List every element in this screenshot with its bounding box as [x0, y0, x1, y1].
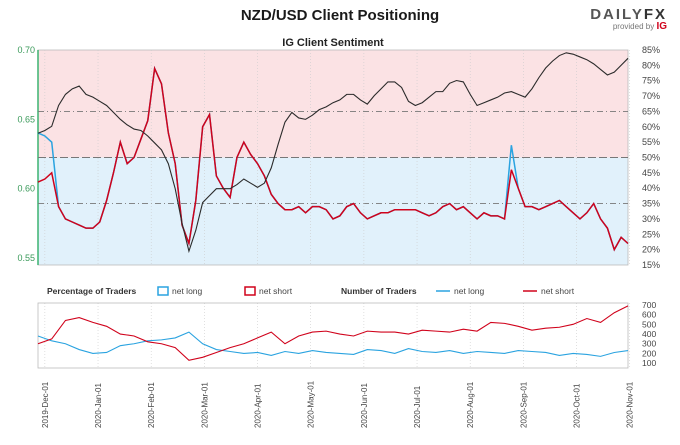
x-tick-label: 2020-Apr-01 — [254, 383, 263, 428]
x-tick-label: 2020-Jan-01 — [94, 383, 103, 428]
legend-num-short: net short — [541, 286, 575, 296]
bottom-right-tick-label: 200 — [642, 348, 656, 358]
legend-num-long: net long — [454, 286, 485, 296]
right-tick-label: 60% — [642, 122, 660, 132]
x-tick-label: 2020-Sep-01 — [519, 381, 528, 428]
provided-by-text: provided by — [612, 22, 655, 31]
x-tick-label: 2020-May-01 — [307, 380, 316, 428]
net-short-pct-line — [37, 65, 629, 252]
count-short-line — [37, 305, 629, 361]
provided-by: provided by IG — [575, 21, 667, 32]
dailyfx-logo: DAILYFX — [575, 6, 667, 23]
left-tick-label: 0.55 — [17, 253, 35, 263]
legend-pct-long-swatch — [157, 286, 169, 296]
long-zone-bg — [38, 157, 628, 265]
bottom-right-tick-label: 400 — [642, 329, 656, 339]
right-tick-label: 50% — [642, 153, 660, 163]
bottom-right-tick-label: 100 — [642, 358, 656, 368]
count-long-line — [37, 331, 629, 357]
left-tick-label: 0.70 — [17, 45, 35, 55]
x-tick-label: 2020-Jul-01 — [413, 385, 422, 428]
right-tick-label: 40% — [642, 183, 660, 193]
right-tick-label: 75% — [642, 76, 660, 86]
x-tick-label: 2020-Oct-01 — [573, 383, 582, 428]
logo-main-text: DAILY — [590, 6, 644, 23]
bottom-right-tick-label: 300 — [642, 339, 656, 349]
right-tick-label: 25% — [642, 229, 660, 239]
legend-pct-label: Percentage of Traders — [47, 286, 137, 296]
right-tick-label: 20% — [642, 245, 660, 255]
price-line — [37, 52, 629, 254]
left-tick-label: 0.60 — [17, 184, 35, 194]
right-tick-label: 35% — [642, 199, 660, 209]
bottom-right-tick-label: 700 — [642, 300, 656, 310]
bottom-right-tick-label: 600 — [642, 310, 656, 320]
logo-accent-text: FX — [643, 6, 667, 23]
bottom-right-tick-label: 500 — [642, 319, 656, 329]
x-tick-label: 2020-Nov-01 — [626, 381, 635, 428]
legend-pct-long: net long — [172, 286, 203, 296]
x-tick-label: 2019-Dec-01 — [41, 381, 50, 428]
right-tick-label: 70% — [642, 91, 660, 101]
right-tick-label: 45% — [642, 168, 660, 178]
x-tick-label: 2020-Mar-01 — [200, 382, 209, 428]
ig-logo-text: IG — [656, 21, 667, 32]
right-tick-label: 85% — [642, 45, 660, 55]
left-tick-label: 0.65 — [17, 114, 35, 124]
legend-pct-short-swatch — [244, 286, 256, 296]
right-tick-label: 65% — [642, 106, 660, 116]
brand-logo: DAILYFX provided by IG — [575, 6, 667, 32]
right-tick-label: 30% — [642, 214, 660, 224]
legend-pct-short: net short — [259, 286, 293, 296]
x-tick-label: 2020-Feb-01 — [147, 382, 156, 428]
x-tick-label: 2020-Jun-01 — [360, 383, 369, 428]
short-zone-bg — [38, 50, 628, 158]
sentiment-subtitle: IG Client Sentiment — [282, 37, 384, 49]
right-tick-label: 80% — [642, 60, 660, 70]
legend-num-label: Number of Traders — [341, 286, 417, 296]
right-tick-label: 55% — [642, 137, 660, 147]
x-tick-label: 2020-Aug-01 — [466, 381, 475, 428]
right-tick-label: 15% — [642, 260, 660, 270]
chart-title: NZD/USD Client Positioning — [240, 7, 440, 24]
bottom-frame — [37, 302, 629, 369]
